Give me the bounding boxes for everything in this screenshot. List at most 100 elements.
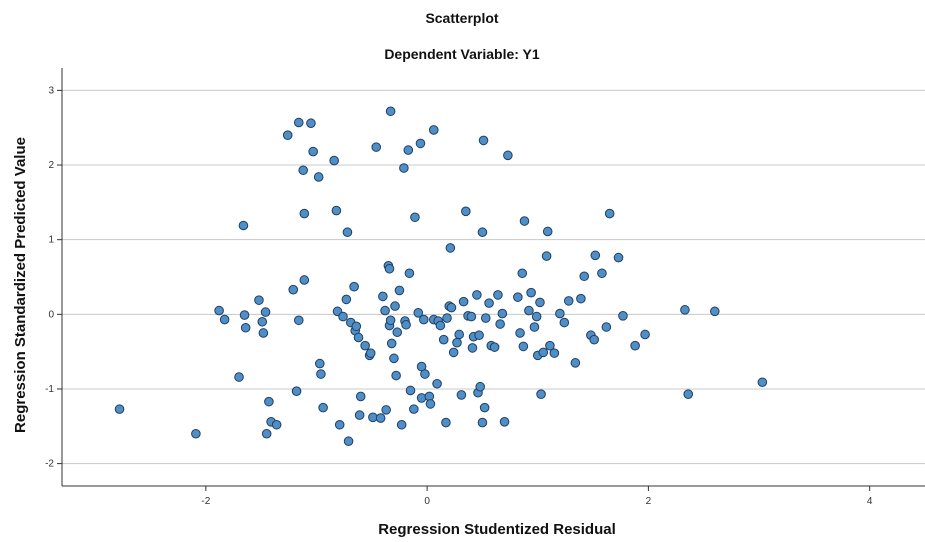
scatter-point xyxy=(495,319,505,329)
scatter-point xyxy=(489,342,500,352)
scatter-point xyxy=(365,348,376,358)
scatter-point xyxy=(349,281,359,292)
scatter-point xyxy=(425,399,436,409)
scatter-point xyxy=(353,332,364,343)
scatter-point xyxy=(472,290,482,300)
scatter-point xyxy=(299,208,310,219)
scatter-point xyxy=(680,305,690,315)
scatter-point xyxy=(282,130,293,140)
scatter-point xyxy=(375,413,386,423)
scatter-point xyxy=(299,275,310,285)
scatter-point xyxy=(385,315,396,326)
scatter-point xyxy=(445,243,456,253)
y-tick-label: 0 xyxy=(48,309,54,320)
scatter-point xyxy=(475,381,486,392)
scatter-point xyxy=(630,340,640,351)
x-tick-label: -2 xyxy=(201,496,210,507)
scatter-point xyxy=(390,301,400,311)
scatter-point xyxy=(378,291,388,302)
x-axis-label: Regression Studentized Residual xyxy=(378,521,616,538)
scatter-point xyxy=(535,297,545,308)
scatter-point xyxy=(484,298,494,308)
scatter-point xyxy=(474,330,484,341)
scatter-point xyxy=(524,305,534,316)
scatter-point xyxy=(618,311,628,321)
scatter-point xyxy=(316,369,326,379)
scatter-point xyxy=(438,334,449,345)
x-tick-label: 4 xyxy=(867,496,873,507)
scatter-point xyxy=(461,206,471,217)
scatter-point xyxy=(477,417,488,428)
scatter-point xyxy=(114,404,125,414)
scatter-point xyxy=(613,252,624,263)
scatter-point xyxy=(416,393,427,403)
scatter-point xyxy=(757,377,768,388)
scatter-point xyxy=(420,369,430,379)
gridlines xyxy=(62,89,925,465)
scatter-point xyxy=(298,165,308,176)
scatter-point xyxy=(604,208,615,219)
scatter-point xyxy=(531,311,542,322)
scatter-point xyxy=(559,317,570,328)
scatter-point xyxy=(288,284,299,295)
scatter-point xyxy=(545,340,555,351)
chart-title: Scatterplot xyxy=(425,10,498,26)
scatter-point xyxy=(313,172,324,182)
scatter-point xyxy=(542,226,553,237)
scatter-point xyxy=(529,322,540,332)
scatter-point xyxy=(293,117,304,128)
x-tick-label: 0 xyxy=(424,496,430,507)
scatter-point xyxy=(329,155,339,166)
scatter-point xyxy=(563,296,574,306)
scatter-point xyxy=(683,389,694,399)
scatter-point xyxy=(536,389,546,399)
scatter-point xyxy=(219,314,230,325)
scatter-point xyxy=(479,402,490,413)
scatter-point xyxy=(493,290,503,300)
scatter-point xyxy=(549,348,560,358)
scatter-point xyxy=(392,327,403,338)
scatter-point xyxy=(334,419,345,430)
y-tick-label: 1 xyxy=(48,235,54,246)
scatter-point xyxy=(441,417,451,428)
scatter-point xyxy=(477,227,488,238)
scatter-point xyxy=(381,405,391,415)
scatter-point xyxy=(640,329,650,340)
scatter-point xyxy=(499,417,510,427)
scatter-point xyxy=(456,390,467,400)
scatter-point xyxy=(384,263,395,274)
scatter-point xyxy=(418,314,429,325)
tick-labels: -2 -1 0 1 2 3 -2 0 2 4 xyxy=(45,85,873,507)
scatter-point xyxy=(709,306,720,317)
scatter-point xyxy=(410,212,420,223)
scatter-point xyxy=(576,293,586,304)
scatter-point xyxy=(306,118,316,129)
scatter-point xyxy=(355,391,366,402)
scatter-point xyxy=(386,338,397,349)
scatter-point xyxy=(503,150,513,161)
scatter-point xyxy=(435,320,446,331)
scatter-point xyxy=(343,436,354,447)
scatter-point xyxy=(258,328,269,338)
scatter-point xyxy=(497,308,508,319)
scatter-point xyxy=(466,311,477,322)
scatter-point xyxy=(371,142,382,152)
scatter-point xyxy=(394,285,405,296)
y-tick-label: 2 xyxy=(48,160,54,171)
scatter-point xyxy=(480,313,491,323)
scatter-point xyxy=(601,322,612,332)
scatter-point xyxy=(428,125,439,135)
scatter-point xyxy=(403,145,414,155)
y-tick-label: 3 xyxy=(48,85,54,96)
scatter-point xyxy=(314,358,325,369)
scatter-point xyxy=(518,341,529,352)
scatter-point xyxy=(404,268,415,279)
scatter-point xyxy=(354,410,365,420)
scatter-point xyxy=(589,334,599,345)
scatter-point xyxy=(570,358,581,368)
scatter-point xyxy=(341,294,352,305)
scatter-point xyxy=(291,386,302,397)
scatter-point xyxy=(234,372,244,382)
scatter-point xyxy=(391,370,401,381)
